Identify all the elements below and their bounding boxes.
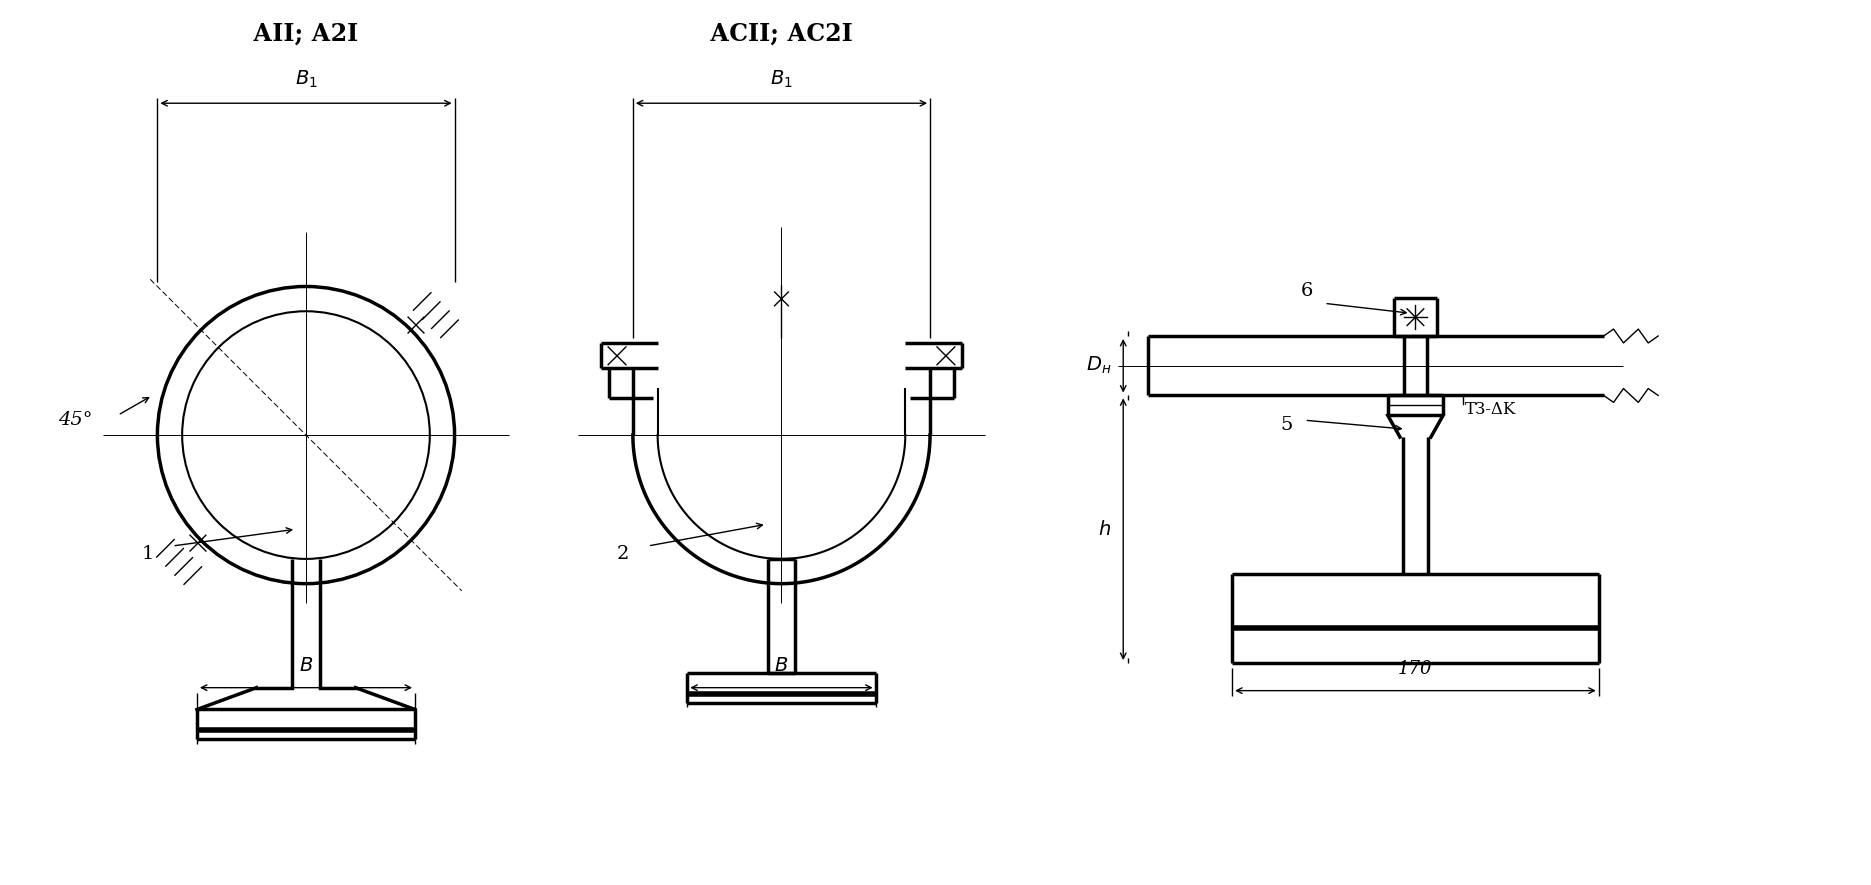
- Text: 5: 5: [1280, 416, 1293, 435]
- Text: 6: 6: [1300, 282, 1313, 300]
- Text: $B$: $B$: [299, 657, 312, 674]
- Text: $B$: $B$: [775, 657, 788, 674]
- Text: $h$: $h$: [1098, 519, 1111, 539]
- Text: $D_н$: $D_н$: [1085, 355, 1111, 376]
- Text: $B_1$: $B_1$: [771, 69, 793, 90]
- Text: $B_1$: $B_1$: [294, 69, 318, 90]
- Text: 1: 1: [142, 545, 153, 563]
- Text: АII; А2I: АII; А2I: [253, 22, 359, 46]
- Text: 2: 2: [617, 545, 629, 563]
- Text: АCII; АC2I: АCII; АC2I: [711, 22, 853, 46]
- Text: 45°: 45°: [58, 412, 94, 429]
- Text: ТЗ-ΔK: ТЗ-ΔK: [1465, 401, 1516, 418]
- Text: 170: 170: [1398, 659, 1433, 678]
